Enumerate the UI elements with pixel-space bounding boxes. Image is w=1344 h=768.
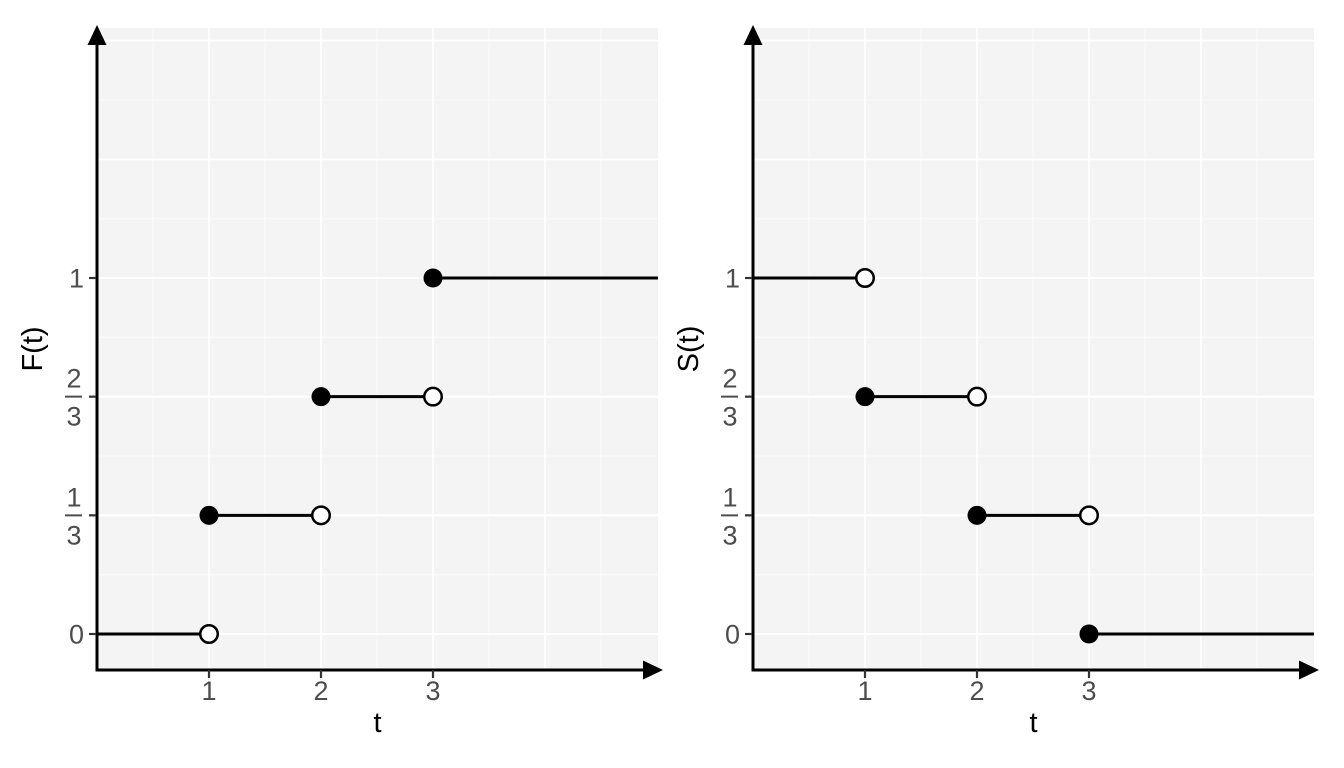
y-axis-arrow [743,25,763,45]
data-point-filled [311,387,331,407]
data-point-filled [855,387,875,407]
y-tick-label: 0 [725,620,740,650]
y-tick-label: 0 [69,620,84,650]
x-axis-title: t [1029,707,1037,739]
y-tick-label: 1 [725,264,740,294]
x-tick-label: 2 [313,676,328,706]
y-tick-label-denominator: 3 [722,520,737,550]
y-tick-label-numerator: 2 [66,364,81,394]
x-tick-label: 1 [857,676,872,706]
y-tick-label-numerator: 2 [722,364,737,394]
x-tick-label: 3 [1081,676,1096,706]
cdf-plot: 1 2 3 0 1 3 2 3 1 t F(t) [17,25,663,739]
y-tick-label-denominator: 3 [66,520,81,550]
x-axis-arrow [643,660,663,680]
data-point-open [423,386,443,407]
y-tick-label-denominator: 3 [722,402,737,432]
y-tick-label-numerator: 1 [722,482,737,512]
x-tick-label: 1 [201,676,216,706]
data-point-open [311,505,331,526]
y-axis-title: S(t) [673,326,705,373]
data-point-open [967,386,987,407]
survival-plot: 1 2 3 0 1 3 2 3 1 t S(t) [673,25,1319,739]
x-tick-label: 3 [425,676,440,706]
data-point-open [1079,505,1099,526]
data-point-filled [423,268,443,288]
data-point-filled [199,505,219,525]
y-tick-label-denominator: 3 [66,402,81,432]
data-point-filled [1079,624,1099,644]
data-point-open [199,624,219,644]
x-axis-arrow [1299,660,1319,680]
x-axis-title: t [373,707,381,739]
y-axis-arrow [87,25,107,45]
data-point-open [855,268,875,288]
y-tick-label-numerator: 1 [66,482,81,512]
y-axis-title: F(t) [17,326,49,371]
y-tick-label: 1 [69,264,84,294]
data-point-filled [967,505,987,525]
x-tick-label: 2 [969,676,984,706]
